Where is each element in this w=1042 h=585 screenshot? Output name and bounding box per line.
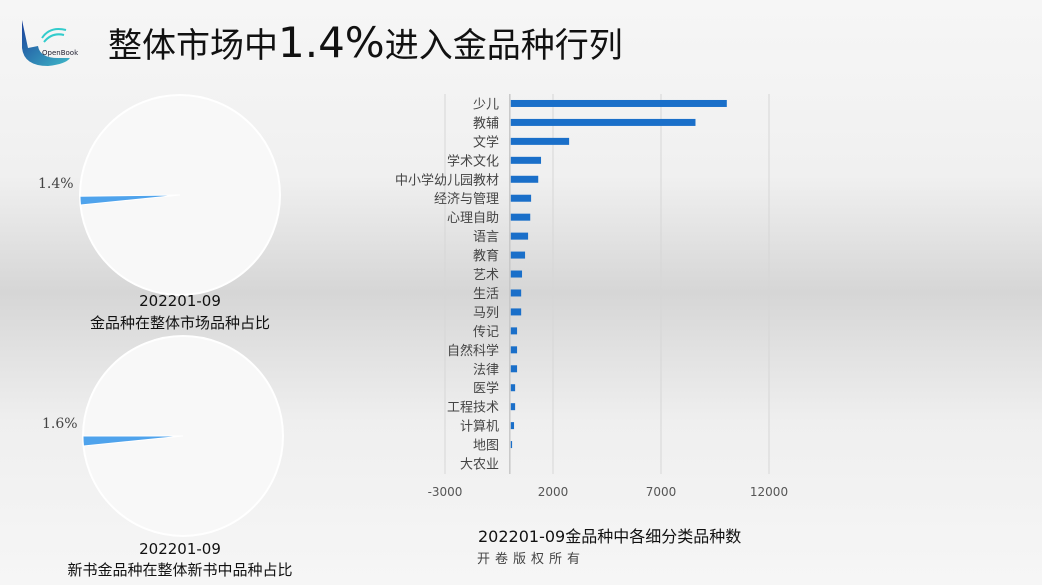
- category-label: 文学: [473, 134, 499, 150]
- category-label: 少儿: [473, 97, 499, 112]
- category-label: 自然科学: [447, 343, 499, 359]
- x-tick-label: -3000: [428, 485, 463, 499]
- category-label: 学术文化: [447, 153, 499, 169]
- bar: [510, 99, 727, 107]
- chart-title: 202201-09金品种中各细分类品种数: [478, 527, 742, 546]
- category-label: 生活: [473, 287, 499, 302]
- bar: [510, 156, 542, 164]
- category-label: 计算机: [460, 420, 499, 435]
- bar: [510, 384, 516, 392]
- x-tick-label: 12000: [750, 485, 788, 499]
- bar: [510, 327, 518, 335]
- pie1-wedge: [79, 194, 181, 206]
- category-label: 艺术: [473, 268, 499, 283]
- category-label: 经济与管理: [434, 192, 499, 207]
- bar: [510, 213, 531, 221]
- category-label: 传记: [473, 325, 499, 340]
- category-label: 工程技术: [447, 401, 499, 416]
- page-title: 整体市场中1.4%进入金品种行列: [108, 18, 623, 67]
- pie2-wedge: [82, 435, 184, 447]
- bar: [510, 289, 522, 297]
- bar: [510, 441, 513, 449]
- category-label: 马列: [473, 306, 499, 321]
- openbook-logo: OpenBook: [22, 20, 79, 66]
- category-label: 法律: [473, 363, 499, 378]
- bar: [510, 118, 696, 126]
- pie-charts: [79, 94, 284, 537]
- category-label: 教育: [473, 248, 499, 264]
- category-label: 地图: [473, 439, 499, 454]
- bar: [510, 175, 539, 183]
- x-tick-label: 2000: [538, 485, 569, 499]
- bar: [510, 137, 570, 145]
- bar: [510, 308, 522, 316]
- pie1-caption: 金品种在整体市场品种占比: [89, 314, 270, 332]
- bar: [510, 422, 515, 430]
- bar: [510, 232, 529, 240]
- pie1-value-label: 1.4%: [38, 176, 74, 192]
- title-prefix: 整体市场中: [108, 26, 278, 66]
- pie2-caption-period: 202201-09: [139, 540, 221, 558]
- x-tick-label: 7000: [646, 485, 677, 499]
- bar: [510, 403, 516, 411]
- svg-text:OpenBook: OpenBook: [42, 49, 79, 57]
- category-label: 大农业: [460, 458, 499, 473]
- bar: [510, 346, 518, 354]
- title-percent: 1.4%: [278, 18, 385, 67]
- category-label: 医学: [473, 381, 499, 397]
- category-label: 中小学幼儿园教材: [395, 172, 499, 188]
- category-label: 心理自助: [447, 211, 499, 226]
- bar: [510, 365, 518, 373]
- copyright: 开卷版权所有: [477, 552, 586, 567]
- category-label: 教辅: [473, 115, 499, 131]
- bar: [510, 270, 523, 278]
- bar: [510, 251, 526, 259]
- pie1-caption-period: 202201-09: [139, 292, 221, 310]
- category-label: 语言: [473, 230, 499, 245]
- bar: [510, 194, 532, 202]
- pie2-value-label: 1.6%: [42, 416, 78, 432]
- pie2-caption: 新书金品种在整体新书中品种占比: [67, 561, 293, 579]
- title-suffix: 进入金品种行列: [384, 26, 623, 66]
